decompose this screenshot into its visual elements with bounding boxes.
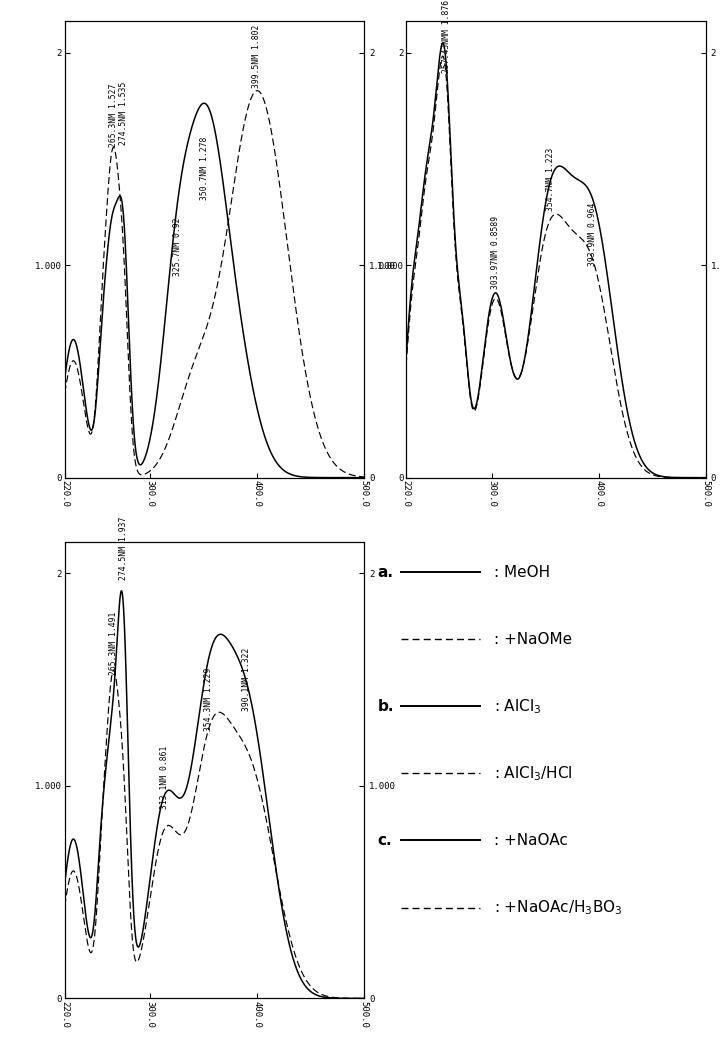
Text: : MeOH: : MeOH	[494, 565, 550, 579]
Text: 354.3NM 1.229: 354.3NM 1.229	[204, 668, 213, 731]
Text: a.: a.	[378, 565, 394, 579]
Text: 265.3NM 1.491: 265.3NM 1.491	[109, 612, 118, 675]
Text: : +NaOMe: : +NaOMe	[494, 631, 572, 647]
Text: : +NaOAc: : +NaOAc	[494, 833, 567, 848]
Text: 354.7NM 1.223: 354.7NM 1.223	[546, 148, 554, 211]
Text: 313.1NM 0.861: 313.1NM 0.861	[160, 746, 169, 809]
Text: 325.7NM 0.92: 325.7NM 0.92	[174, 217, 182, 276]
Text: 399.5NM 1.802: 399.5NM 1.802	[252, 25, 261, 88]
Text: : AlCl$_3$/HCl: : AlCl$_3$/HCl	[494, 764, 572, 783]
Text: 257.43NMM 1.876: 257.43NMM 1.876	[441, 0, 451, 73]
Text: 390.1NM 1.322: 390.1NM 1.322	[242, 648, 251, 711]
Text: : +NaOAc/H$_3$BO$_3$: : +NaOAc/H$_3$BO$_3$	[494, 899, 622, 917]
Text: 350.7NM 1.278: 350.7NM 1.278	[200, 136, 209, 200]
Text: : AlCl$_3$: : AlCl$_3$	[494, 697, 541, 716]
Text: c.: c.	[378, 833, 392, 848]
Text: 303.97NM 0.8589: 303.97NM 0.8589	[491, 215, 500, 289]
Text: 393.9NM 0.964: 393.9NM 0.964	[588, 203, 597, 266]
Text: b.: b.	[378, 699, 395, 713]
Text: 274.5NM 1.535: 274.5NM 1.535	[119, 82, 127, 146]
Text: 274.5NM 1.937: 274.5NM 1.937	[119, 517, 127, 580]
Text: 265.3NM 1.527: 265.3NM 1.527	[109, 83, 118, 147]
